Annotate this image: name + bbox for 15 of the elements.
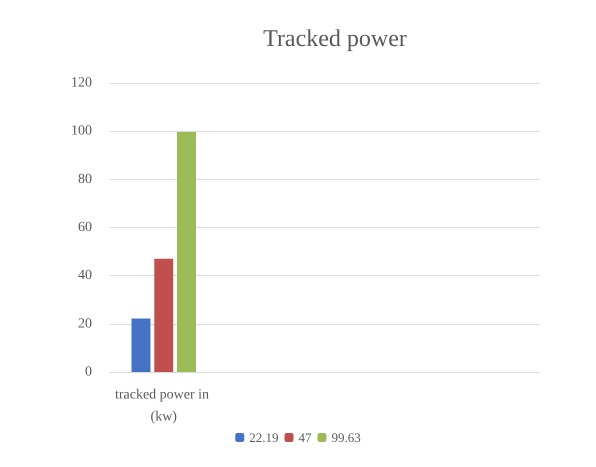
y-tick-label: 60 (78, 220, 92, 235)
bar (154, 258, 174, 372)
legend-label: 99.63 (332, 430, 361, 445)
y-tick-label: 100 (71, 124, 92, 139)
bar (132, 318, 150, 372)
legend-label: 47 (298, 430, 312, 445)
legend-label: 22.19 (249, 430, 278, 445)
bar (177, 132, 196, 372)
y-tick-label: 20 (78, 316, 92, 332)
y-tick-label: 80 (78, 172, 92, 187)
y-tick-label: 120 (71, 76, 92, 90)
y-tick-label: 40 (78, 268, 92, 284)
chart-title: Tracked power (263, 26, 407, 52)
y-tick-label: 0 (85, 364, 92, 380)
x-tick-label: tracked power in (kw) (114, 388, 213, 424)
